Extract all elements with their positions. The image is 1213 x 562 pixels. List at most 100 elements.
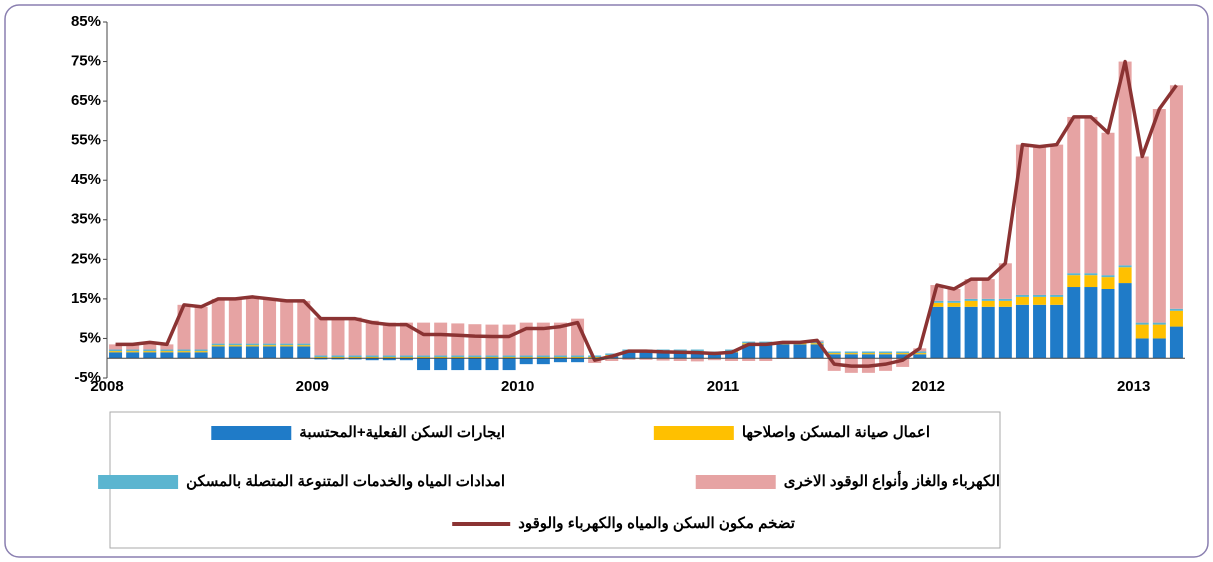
bar-segment <box>930 302 944 307</box>
bar-segment <box>451 323 465 356</box>
x-tick-label: 2013 <box>1117 378 1150 395</box>
bar-segment <box>485 324 499 356</box>
bar-segment <box>280 345 294 347</box>
bar-segment <box>639 352 653 359</box>
legend-swatch <box>695 475 776 489</box>
bar-segment <box>109 349 123 352</box>
x-tick-label: 2011 <box>707 378 740 395</box>
bar-segment <box>879 354 893 359</box>
bar-segment <box>502 324 516 356</box>
bar-segment <box>1050 296 1064 305</box>
bar-segment <box>502 358 516 371</box>
bar-segment <box>759 341 773 344</box>
bar-segment <box>280 300 294 344</box>
bar-segment <box>519 358 533 365</box>
bar-segment <box>245 296 259 344</box>
bar-segment <box>331 317 345 356</box>
bar-segment <box>263 298 277 344</box>
bar-segment <box>605 353 619 356</box>
bar-segment <box>314 358 328 360</box>
bar-segment <box>263 345 277 347</box>
bar-segment <box>417 357 431 359</box>
bar-segment <box>964 306 978 359</box>
bar-segment <box>844 354 858 359</box>
bar-segment <box>1118 265 1132 268</box>
bar-segment <box>143 342 157 350</box>
legend-label: اعمال صيانة المسكن واصلاحها <box>742 424 930 441</box>
bar-segment <box>348 355 362 358</box>
legend-swatch <box>98 475 179 489</box>
bar-segment <box>1135 156 1149 323</box>
bar-segment <box>1084 287 1098 359</box>
x-tick-label: 2010 <box>501 378 534 395</box>
bar-segment <box>417 322 431 356</box>
bar-segment <box>571 355 585 358</box>
bar-segment <box>673 358 687 361</box>
bar-segment <box>1135 338 1149 359</box>
y-tick-label: -5% <box>74 369 101 386</box>
bar-segment <box>827 351 841 354</box>
bar-segment <box>673 349 687 352</box>
bar-segment <box>998 263 1012 299</box>
bar-segment <box>810 343 824 345</box>
bar-segment <box>656 352 670 359</box>
bar-segment <box>365 357 379 359</box>
bar-segment <box>194 351 208 353</box>
bar-segment <box>930 300 944 303</box>
bar-segment <box>707 358 721 361</box>
bar-segment <box>896 351 910 354</box>
bar-segment <box>331 357 345 359</box>
bar-segment <box>365 355 379 358</box>
legend-label: تضخم مكون السكن والمياه والكهرباء والوقو… <box>518 515 795 532</box>
bar-segment <box>519 357 533 359</box>
bar-segment <box>964 300 978 307</box>
bar-segment <box>468 358 482 371</box>
bar-segment <box>605 358 619 361</box>
bar-segment <box>998 306 1012 359</box>
bar-segment <box>1152 324 1166 339</box>
bar-segment <box>417 355 431 358</box>
bar-segment <box>228 345 242 347</box>
bar-segment <box>451 358 465 371</box>
bar-segment <box>1015 304 1029 359</box>
bar-segment <box>553 357 567 359</box>
bar-segment <box>382 358 396 361</box>
bar-segment <box>553 322 567 356</box>
bar-segment <box>690 358 704 362</box>
bar-segment <box>1067 273 1081 276</box>
y-tick-label: 65% <box>71 92 101 109</box>
bar-segment <box>348 317 362 356</box>
bar-segment <box>827 354 841 359</box>
bar-segment <box>1169 326 1183 359</box>
bar-segment <box>656 358 670 361</box>
bar-segment <box>280 343 294 346</box>
bar-segment <box>245 343 259 346</box>
bar-segment <box>434 358 448 371</box>
y-tick-label: 15% <box>71 290 101 307</box>
bar-segment <box>571 358 585 363</box>
bar-segment <box>930 306 944 359</box>
bar-segment <box>690 352 704 359</box>
y-tick-label: 45% <box>71 171 101 188</box>
bar-segment <box>519 355 533 358</box>
bar-segment <box>947 306 961 359</box>
y-tick-label: 75% <box>71 53 101 70</box>
bar-segment <box>314 355 328 358</box>
bar-segment <box>109 351 123 353</box>
bar-segment <box>434 355 448 358</box>
bar-segment <box>947 289 961 301</box>
bar-segment <box>1118 283 1132 359</box>
bar-segment <box>896 353 910 355</box>
bar-segment <box>160 351 174 353</box>
bar-segment <box>211 346 225 359</box>
bar-segment <box>913 354 927 359</box>
bar-segment <box>879 351 893 354</box>
bar-segment <box>964 298 978 301</box>
bar-segment <box>1084 116 1098 274</box>
x-tick-label: 2008 <box>90 378 123 395</box>
bar-segment <box>1015 294 1029 297</box>
bar-segment <box>1101 277 1115 289</box>
bar-segment <box>245 345 259 347</box>
bar-segment <box>725 358 739 361</box>
bar-segment <box>1015 144 1029 295</box>
